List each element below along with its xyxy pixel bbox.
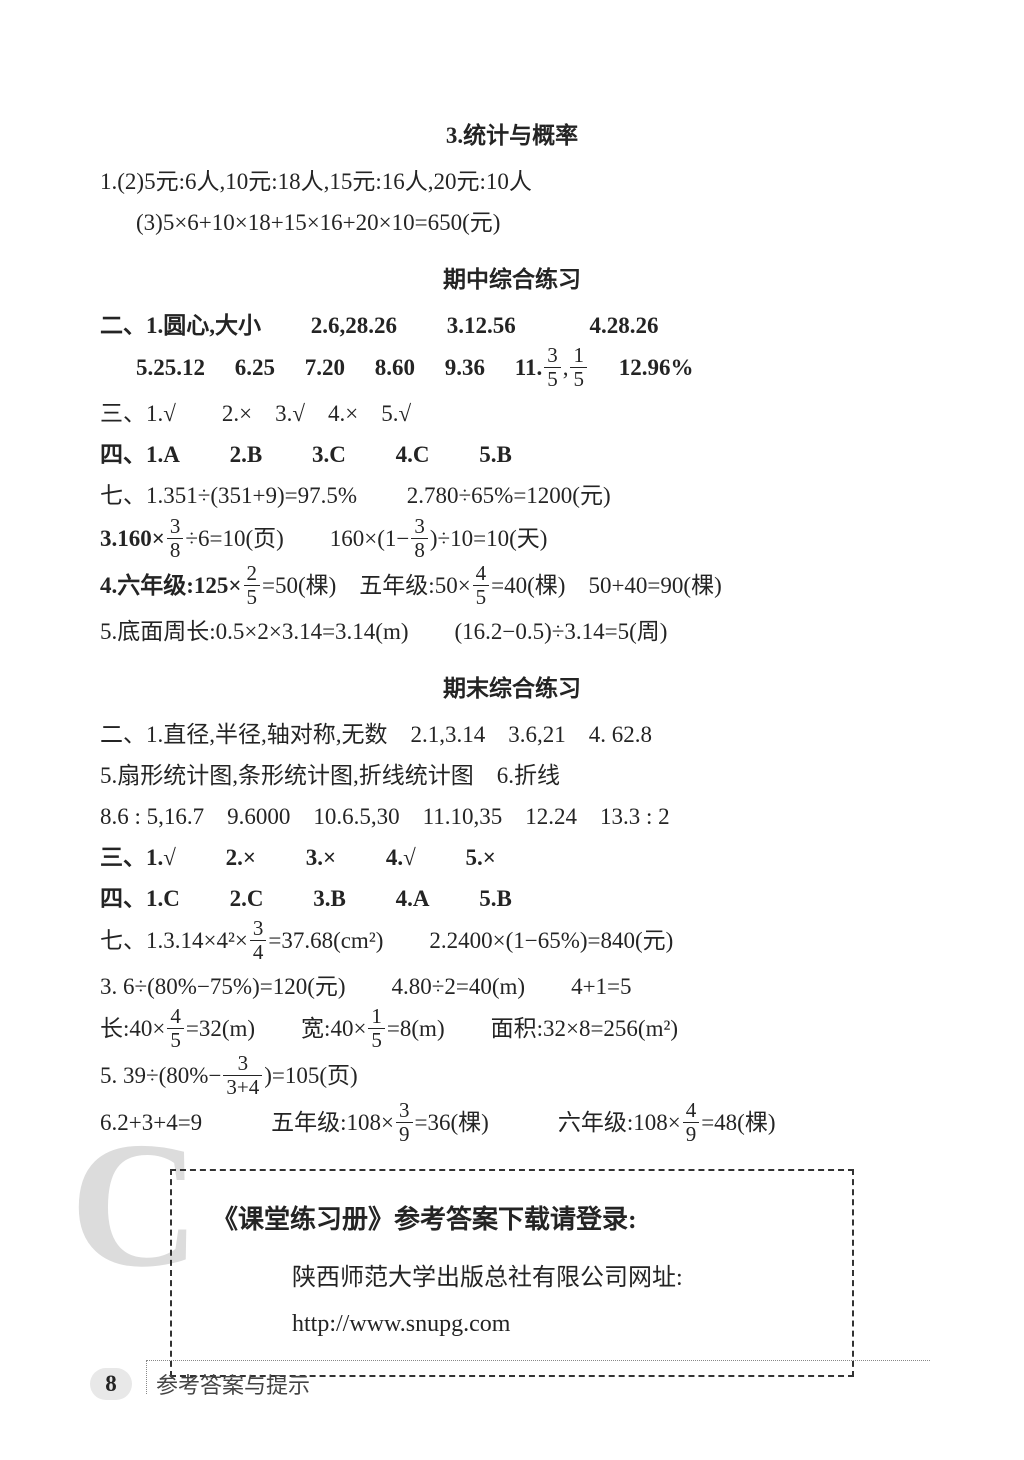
text: 2.6,28.26 — [311, 313, 397, 338]
text: ÷6=10(页) 160×(1− — [185, 525, 409, 550]
fraction: 35 — [544, 345, 561, 390]
text: 长:40× — [100, 1016, 165, 1041]
text: =8(m) 面积:32×8=256(m²) — [387, 1016, 678, 1041]
section-c-heading: 期末综合练习 — [100, 669, 924, 703]
fraction: 15 — [570, 345, 587, 390]
text: 6.25 — [235, 355, 275, 380]
text: 7.20 — [305, 355, 345, 380]
fraction: 39 — [396, 1100, 413, 1145]
text: 七、1.351÷(351+9)=97.5% — [100, 483, 357, 508]
footer-divider-v — [146, 1360, 147, 1394]
text: , — [563, 355, 569, 380]
text: 3.B — [313, 886, 346, 911]
text: 四、1.C — [100, 886, 180, 911]
section-b-line-5: 七、1.351÷(351+9)=97.5% 2.780÷65%=1200(元) — [100, 476, 924, 515]
fraction: 49 — [683, 1100, 700, 1145]
section-c-line-4: 三、1.√ 2.× 3.× 4.√ 5.× — [100, 838, 924, 877]
download-callout: 《课堂练习册》参考答案下载请登录: 陕西师范大学出版总社有限公司网址: http… — [170, 1169, 854, 1377]
text: =32(m) 宽:40× — [186, 1016, 367, 1041]
footer-divider — [146, 1360, 930, 1361]
text: 5.B — [479, 886, 512, 911]
section-b-line-7: 4.六年级:125×25=50(棵) 五年级:50×45=40(棵) 50+40… — [100, 565, 924, 610]
text: 2.780÷65%=1200(元) — [407, 483, 611, 508]
section-b-line-4: 四、1.A 2.B 3.C 4.C 5.B — [100, 435, 924, 474]
text: =48(棵) — [701, 1110, 775, 1135]
section-c-line-1: 二、1.直径,半径,轴对称,无数 2.1,3.14 3.6,21 4. 62.8 — [100, 715, 924, 754]
fraction: 45 — [167, 1006, 184, 1051]
fraction: 45 — [473, 563, 490, 608]
section-c-line-3: 8.6 : 5,16.7 9.6000 10.6.5,30 11.10,35 1… — [100, 797, 924, 836]
text: 3.12.56 — [447, 313, 516, 338]
section-b-line-8: 5.底面周长:0.5×2×3.14=3.14(m) (16.2−0.5)÷3.1… — [100, 612, 924, 651]
text: 2.C — [230, 886, 264, 911]
section-a-line-1: 1.(2)5元:6人,10元:18人,15元:16人,20元:10人 — [100, 162, 924, 201]
text: 12.96% — [619, 355, 694, 380]
text: 4.六年级:125× — [100, 572, 242, 597]
text: 3.× — [306, 845, 336, 870]
fraction: 38 — [411, 516, 428, 561]
text: 2.× — [226, 845, 256, 870]
text: =40(棵) 50+40=90(棵) — [491, 572, 722, 597]
text: 4.A — [396, 886, 430, 911]
section-c-line-8: 长:40×45=32(m) 宽:40×15=8(m) 面积:32×8=256(m… — [100, 1008, 924, 1053]
text: 七、1.3.14×4²× — [100, 928, 248, 953]
section-c-line-10: 6.2+3+4=9 五年级:108×39=36(棵) 六年级:108×49=48… — [100, 1102, 924, 1147]
text: =50(棵) 五年级:50× — [262, 572, 471, 597]
text: )÷10=10(天) — [430, 525, 548, 550]
section-b-line-2: 5.25.12 6.25 7.20 8.60 9.36 11.35,15 12.… — [100, 347, 924, 392]
text: 四、1.A — [100, 442, 180, 467]
text: 9.36 — [445, 355, 485, 380]
fraction: 15 — [368, 1006, 385, 1051]
text: 5.25.12 — [136, 355, 205, 380]
text: 4.28.26 — [590, 313, 659, 338]
callout-publisher: 陕西师范大学出版总社有限公司网址: — [212, 1256, 812, 1302]
text: 3.160× — [100, 525, 165, 550]
text: 4.√ — [386, 845, 416, 870]
text: 8.60 — [375, 355, 415, 380]
text: 5. 39÷(80%− — [100, 1063, 221, 1088]
page-footer: 8 参考答案与提示 — [90, 1368, 310, 1400]
section-a-heading: 3.统计与概率 — [100, 116, 924, 150]
section-c-line-6: 七、1.3.14×4²×34=37.68(cm²) 2.2400×(1−65%)… — [100, 920, 924, 965]
footer-label: 参考答案与提示 — [146, 1373, 310, 1398]
callout-title: 《课堂练习册》参考答案下载请登录: — [212, 1199, 812, 1236]
section-c-line-7: 3. 6÷(80%−75%)=120(元) 4.80÷2=40(m) 4+1=5 — [100, 967, 924, 1006]
fraction: 25 — [244, 563, 261, 608]
section-b-line-3: 三、1.√ 2.× 3.√ 4.× 5.√ — [100, 394, 924, 433]
fraction: 34 — [250, 918, 267, 963]
section-b-heading: 期中综合练习 — [100, 260, 924, 294]
text: 二、1.圆心,大小 — [100, 313, 261, 338]
text: 11. — [515, 355, 542, 380]
section-a-line-2: (3)5×6+10×18+15×16+20×10=650(元) — [100, 203, 924, 242]
text: 5.B — [479, 442, 512, 467]
section-c-line-5: 四、1.C 2.C 3.B 4.A 5.B — [100, 879, 924, 918]
text: 2.B — [230, 442, 263, 467]
section-c-line-9: 5. 39÷(80%−33+4)=105(页) — [100, 1055, 924, 1100]
page-number: 8 — [90, 1368, 132, 1400]
text: =37.68(cm²) 2.2400×(1−65%)=840(元) — [268, 928, 673, 953]
text: 4.C — [396, 442, 430, 467]
text: =36(棵) 六年级:108× — [415, 1110, 681, 1135]
text: 5.× — [465, 845, 495, 870]
text: 3.C — [312, 442, 346, 467]
section-b-line-1: 二、1.圆心,大小 2.6,28.26 3.12.56 4.28.26 — [100, 306, 924, 345]
text: )=105(页) — [264, 1063, 357, 1088]
section-b-line-6: 3.160×38÷6=10(页) 160×(1−38)÷10=10(天) — [100, 518, 924, 563]
fraction: 38 — [167, 516, 184, 561]
text: 三、1.√ — [100, 845, 176, 870]
fraction: 33+4 — [223, 1053, 262, 1098]
callout-url: http://www.snupg.com — [212, 1302, 812, 1348]
section-c-line-2: 5.扇形统计图,条形统计图,折线统计图 6.折线 — [100, 756, 924, 795]
